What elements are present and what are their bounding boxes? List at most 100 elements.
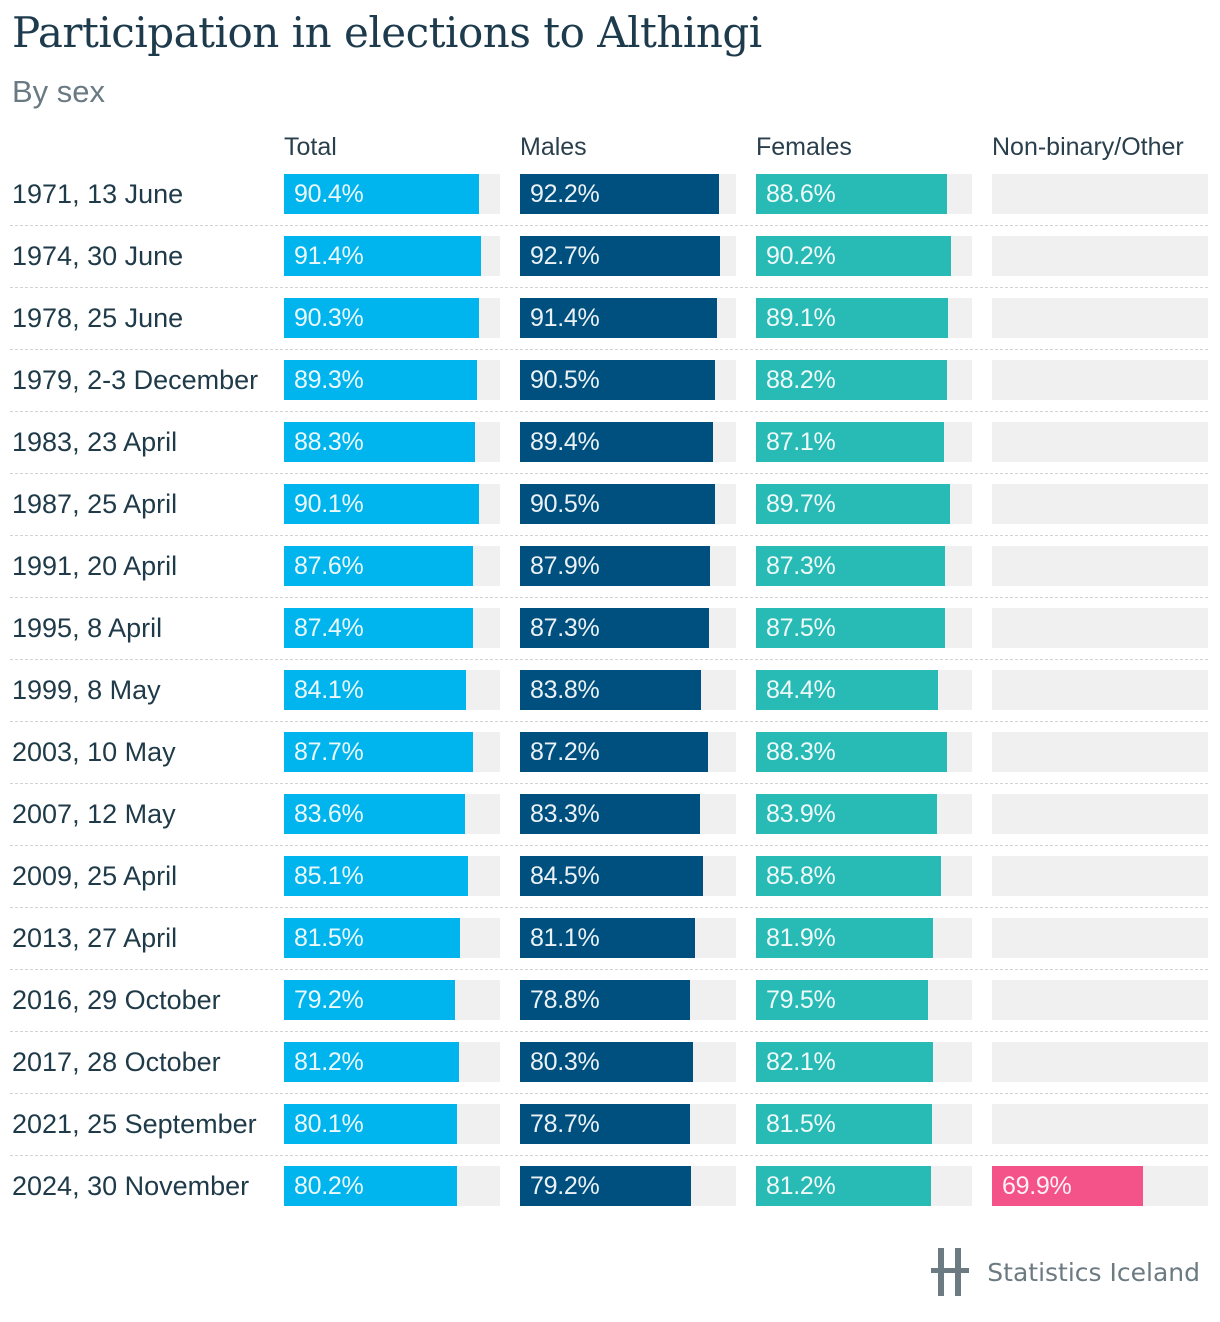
data-label: 88.2% xyxy=(766,366,836,394)
bar-total xyxy=(284,236,481,276)
data-label: 87.4% xyxy=(294,614,364,642)
data-label: 87.9% xyxy=(530,552,600,580)
row-separator xyxy=(10,907,1208,908)
data-label: 80.1% xyxy=(294,1110,364,1138)
data-label: 84.4% xyxy=(766,676,836,704)
data-label: 87.6% xyxy=(294,552,364,580)
bar-females xyxy=(756,546,945,586)
bar-track xyxy=(992,918,1208,958)
bar-total xyxy=(284,1104,457,1144)
logo-text: Statistics Iceland xyxy=(987,1257,1200,1287)
bar-total xyxy=(284,856,468,896)
bar-females xyxy=(756,918,933,958)
row-label: 1987, 25 April xyxy=(12,489,178,519)
bar-males xyxy=(520,546,710,586)
data-label: 92.7% xyxy=(530,242,600,270)
bar-females xyxy=(756,608,945,648)
row-separator xyxy=(10,535,1208,536)
bar-females xyxy=(756,422,944,462)
row-separator xyxy=(10,969,1208,970)
chart-title: Participation in elections to Althingi xyxy=(12,8,762,57)
row-separator xyxy=(10,411,1208,412)
bar-males xyxy=(520,484,715,524)
bar-males xyxy=(520,980,690,1020)
data-label: 84.5% xyxy=(530,862,600,890)
data-label: 83.3% xyxy=(530,800,600,828)
row-label: 1971, 13 June xyxy=(12,179,184,209)
data-label: 87.3% xyxy=(530,614,600,642)
bar-track xyxy=(992,546,1208,586)
bar-track xyxy=(992,732,1208,772)
bar-females xyxy=(756,732,947,772)
bar-non-binary-other xyxy=(992,1166,1143,1206)
data-label: 81.5% xyxy=(294,924,364,952)
data-label: 83.8% xyxy=(530,676,600,704)
chart-subtitle: By sex xyxy=(12,74,106,109)
row-separator xyxy=(10,349,1208,350)
row-separator xyxy=(10,1031,1208,1032)
bar-males xyxy=(520,670,701,710)
bar-females xyxy=(756,794,937,834)
bar-females xyxy=(756,856,941,896)
bar-total xyxy=(284,298,479,338)
bar-track xyxy=(992,360,1208,400)
bar-males xyxy=(520,856,703,896)
bar-total xyxy=(284,1042,459,1082)
row-label: 2003, 10 May xyxy=(12,737,176,767)
bar-track xyxy=(992,1042,1208,1082)
data-label: 85.1% xyxy=(294,862,364,890)
row-separator xyxy=(10,1155,1208,1156)
data-label: 89.4% xyxy=(530,428,600,456)
statistics-iceland-icon xyxy=(931,1248,970,1296)
column-header-0: Total xyxy=(284,133,337,161)
bar-females xyxy=(756,1042,933,1082)
row-separator xyxy=(10,721,1208,722)
data-label: 81.1% xyxy=(530,924,600,952)
bar-males xyxy=(520,1104,690,1144)
data-label: 88.3% xyxy=(766,738,836,766)
row-separator xyxy=(10,783,1208,784)
column-header-1: Males xyxy=(520,133,587,161)
bar-track xyxy=(992,670,1208,710)
bar-females xyxy=(756,174,947,214)
data-label: 85.8% xyxy=(766,862,836,890)
data-label: 80.2% xyxy=(294,1172,364,1200)
data-label: 90.5% xyxy=(530,490,600,518)
bar-females xyxy=(756,298,948,338)
bar-females xyxy=(756,1104,932,1144)
bar-males xyxy=(520,608,709,648)
bar-track xyxy=(992,856,1208,896)
data-label: 90.4% xyxy=(294,180,364,208)
statistics-iceland-logo: Statistics Iceland xyxy=(931,1246,1200,1298)
bar-total xyxy=(284,546,473,586)
data-label: 81.2% xyxy=(766,1172,836,1200)
row-label: 2024, 30 November xyxy=(12,1171,250,1201)
bar-total xyxy=(284,360,477,400)
row-label: 2007, 12 May xyxy=(12,799,176,829)
data-label: 79.2% xyxy=(530,1172,600,1200)
column-header-2: Females xyxy=(756,133,852,161)
bar-total xyxy=(284,174,479,214)
row-separator xyxy=(10,845,1208,846)
bar-males xyxy=(520,236,720,276)
data-label: 90.3% xyxy=(294,304,364,332)
bar-track xyxy=(992,174,1208,214)
bar-females xyxy=(756,980,928,1020)
bar-total xyxy=(284,484,479,524)
row-label: 1983, 23 April xyxy=(12,427,178,457)
data-label: 87.1% xyxy=(766,428,836,456)
bar-total xyxy=(284,608,473,648)
row-separator xyxy=(10,597,1208,598)
row-label: 2021, 25 September xyxy=(12,1109,257,1139)
bar-total xyxy=(284,670,466,710)
row-separator xyxy=(10,287,1208,288)
row-label: 1979, 2-3 December xyxy=(12,365,259,395)
row-label: 2013, 27 April xyxy=(12,923,178,953)
row-label: 1978, 25 June xyxy=(12,303,184,333)
row-separator xyxy=(10,1093,1208,1094)
data-label: 80.3% xyxy=(530,1048,600,1076)
row-label: 2017, 28 October xyxy=(12,1047,221,1077)
bar-track xyxy=(992,1104,1208,1144)
data-label: 84.1% xyxy=(294,676,364,704)
bar-females xyxy=(756,360,947,400)
